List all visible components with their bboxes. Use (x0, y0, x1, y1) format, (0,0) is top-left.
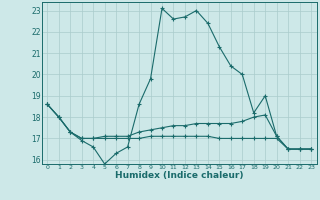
X-axis label: Humidex (Indice chaleur): Humidex (Indice chaleur) (115, 171, 244, 180)
